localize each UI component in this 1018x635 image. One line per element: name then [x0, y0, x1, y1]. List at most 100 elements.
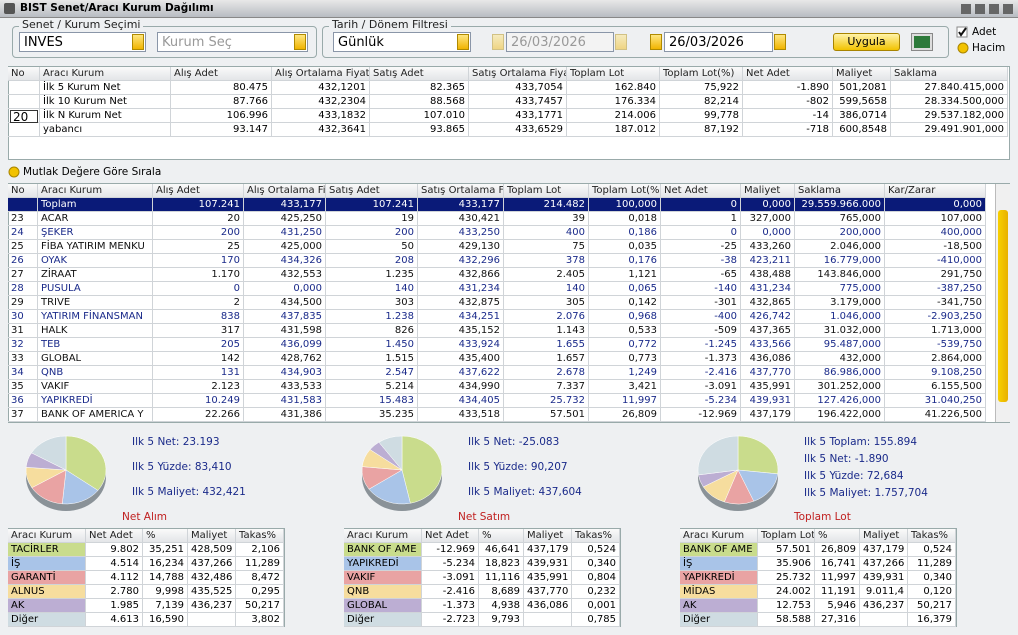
number-cell: 434,500 — [244, 296, 326, 310]
combo-arrow[interactable] — [457, 34, 469, 50]
pie-chart — [697, 435, 779, 511]
number-cell: 435,991 — [741, 380, 795, 394]
text-cell: AK — [680, 599, 758, 613]
number-cell: 2.780 — [86, 585, 143, 599]
column-header: Alış Adet — [171, 67, 272, 81]
text-cell: PUSULA — [38, 282, 153, 296]
combo-arrow[interactable] — [294, 34, 306, 50]
column-header: Toplam Lot(%) — [660, 67, 743, 81]
restore-button[interactable] — [975, 4, 985, 14]
column-header: Kar/Zarar — [885, 184, 986, 198]
broker-combo[interactable]: Kurum Seç — [157, 32, 308, 52]
number-cell: 432,553 — [244, 268, 326, 282]
number-cell: 22.266 — [153, 408, 244, 422]
number-cell: 432,866 — [418, 268, 504, 282]
column-header: % — [815, 529, 860, 543]
number-cell: 1.238 — [326, 310, 418, 324]
number-cell: 437,179 — [741, 408, 795, 422]
radio[interactable] — [957, 42, 969, 54]
checkbox[interactable] — [956, 26, 968, 38]
number-cell: 0,120 — [908, 585, 956, 599]
number-cell: 57.501 — [758, 543, 815, 557]
number-cell: 433,177 — [244, 198, 326, 212]
period-combo[interactable]: Günlük — [333, 32, 471, 52]
text-cell: AK — [8, 599, 86, 613]
panel-caption: Net Alım — [122, 511, 168, 523]
number-cell: 426,742 — [741, 310, 795, 324]
scroll-thumb[interactable] — [998, 210, 1008, 402]
number-cell: 5,946 — [815, 599, 860, 613]
number-cell: 2.076 — [504, 310, 589, 324]
number-cell: 1.985 — [86, 599, 143, 613]
number-cell: 25.732 — [504, 394, 589, 408]
number-cell: 11,289 — [908, 557, 956, 571]
text-cell: BANK OF AME — [344, 543, 422, 557]
number-cell: 431,234 — [418, 282, 504, 296]
text-cell: 24 — [8, 226, 38, 240]
date-group: Tarih / Dönem Filtresi — [322, 18, 949, 58]
text-cell — [8, 123, 40, 137]
number-cell: 0,773 — [589, 352, 661, 366]
number-cell: 5.214 — [326, 380, 418, 394]
number-cell: 16,741 — [815, 557, 860, 571]
number-cell: 432,865 — [741, 296, 795, 310]
stat-text: Ilk 5 Yüzde: 72,684 — [804, 470, 904, 482]
text-cell: GLOBAL — [38, 352, 153, 366]
excel-button[interactable] — [911, 33, 933, 51]
text-cell: BANK OF AMERICA Y — [38, 408, 153, 422]
stock-group: Senet / Kurum Seçimi — [12, 18, 317, 58]
date-increment[interactable] — [774, 34, 786, 50]
maximize-button[interactable] — [989, 4, 999, 14]
number-cell: 291,750 — [885, 268, 986, 282]
number-cell: 200 — [326, 226, 418, 240]
number-cell: 106.996 — [171, 109, 272, 123]
end-date[interactable]: 26/03/2026 — [664, 32, 773, 52]
column-header: Aracı Kurum — [38, 184, 153, 198]
number-cell: 435,400 — [418, 352, 504, 366]
number-cell: 433,7457 — [469, 95, 567, 109]
number-cell: 400,000 — [885, 226, 986, 240]
number-cell: 436,237 — [188, 599, 236, 613]
column-header: Satış Adet — [326, 184, 418, 198]
number-cell: -25 — [661, 240, 741, 254]
number-cell: 86.986,000 — [795, 366, 885, 380]
close-window-button[interactable] — [1003, 4, 1013, 14]
number-cell: 9.011,4 — [860, 585, 908, 599]
number-cell: 0,000 — [244, 282, 326, 296]
panel-caption: Toplam Lot — [794, 511, 851, 523]
number-cell: 1.143 — [504, 324, 589, 338]
minimize-button[interactable] — [961, 4, 971, 14]
number-cell: 434,990 — [418, 380, 504, 394]
number-cell: 95.487,000 — [795, 338, 885, 352]
number-cell: 0,001 — [572, 599, 620, 613]
text-cell: ZİRAAT — [38, 268, 153, 282]
number-cell: -14 — [743, 109, 833, 123]
text-cell: ŞEKER — [38, 226, 153, 240]
number-cell: -38 — [661, 254, 741, 268]
scrollbar[interactable] — [995, 184, 1010, 422]
number-cell: -400 — [661, 310, 741, 324]
stock-combo[interactable]: INVES — [19, 32, 146, 52]
column-header: Net Adet — [743, 67, 833, 81]
text-cell: TEB — [38, 338, 153, 352]
number-cell — [524, 613, 572, 627]
close-button[interactable] — [4, 3, 15, 14]
number-cell: 437,365 — [741, 324, 795, 338]
apply-button[interactable]: Uygula — [833, 33, 900, 51]
date-decrement — [492, 34, 504, 50]
number-cell: 433,260 — [741, 240, 795, 254]
pie-slice — [697, 435, 739, 476]
radio[interactable] — [8, 166, 20, 178]
number-cell: 27,316 — [815, 613, 860, 627]
panel-table: Aracı Kurum Net Adet% Maliyet Takas% BANK OF… — [344, 528, 621, 627]
combo-arrow[interactable] — [132, 34, 144, 50]
date-value: 26/03/2026 — [511, 35, 586, 50]
number-cell: 439,931 — [741, 394, 795, 408]
number-cell: 303 — [326, 296, 418, 310]
number-cell: 107.241 — [153, 198, 244, 212]
n-input[interactable]: 20 — [10, 110, 38, 123]
number-cell: 599,5658 — [833, 95, 891, 109]
date-decrement[interactable] — [650, 34, 662, 50]
text-cell: İlk 10 Kurum Net — [40, 95, 171, 109]
number-cell: 2.123 — [153, 380, 244, 394]
